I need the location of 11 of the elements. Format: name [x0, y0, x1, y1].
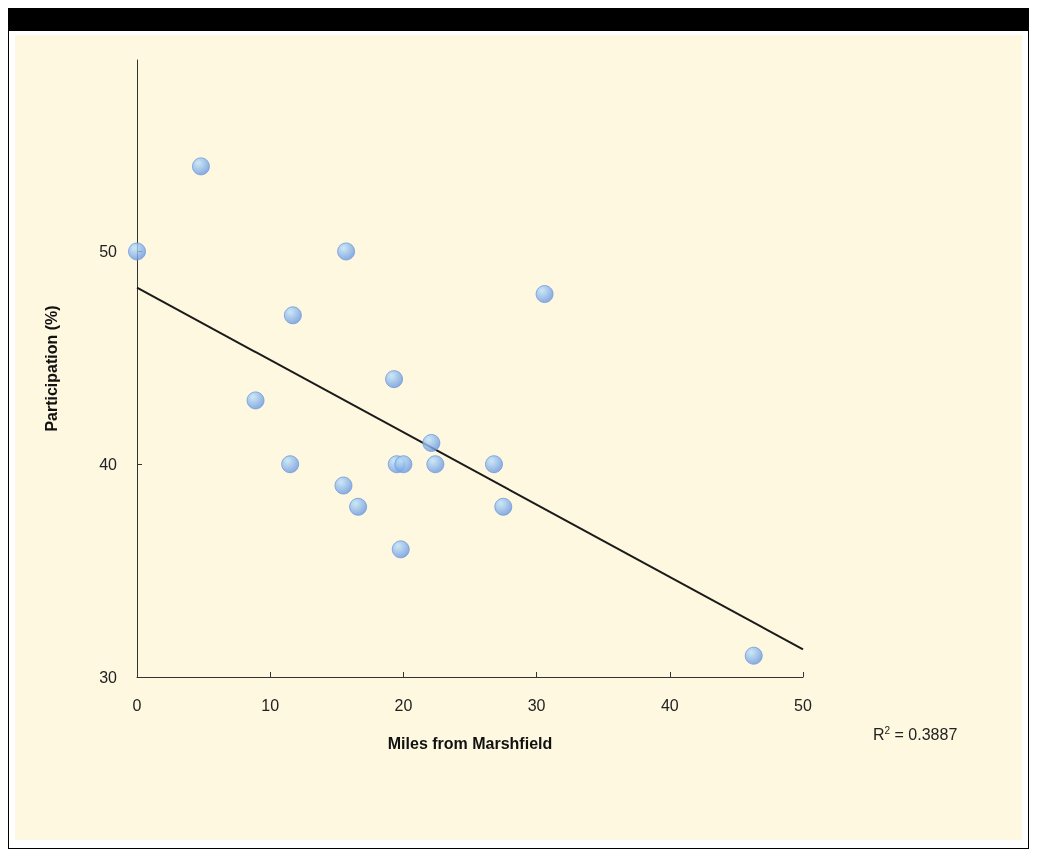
y-tick-label: 40 [99, 455, 118, 473]
x-tick-label: 0 [132, 696, 142, 714]
x-tick-label: 50 [794, 696, 812, 714]
y-tick-label: 50 [99, 242, 118, 260]
x-tick-label: 10 [261, 696, 280, 714]
y-axis-title: Participation (%) [42, 305, 60, 432]
y-tick-label: 30 [99, 668, 118, 686]
x-axis-title: Miles from Marshfield [387, 734, 553, 752]
x-tick-label: 20 [394, 696, 413, 714]
x-tick-label: 40 [660, 696, 679, 714]
x-tick-label: 30 [527, 696, 546, 714]
